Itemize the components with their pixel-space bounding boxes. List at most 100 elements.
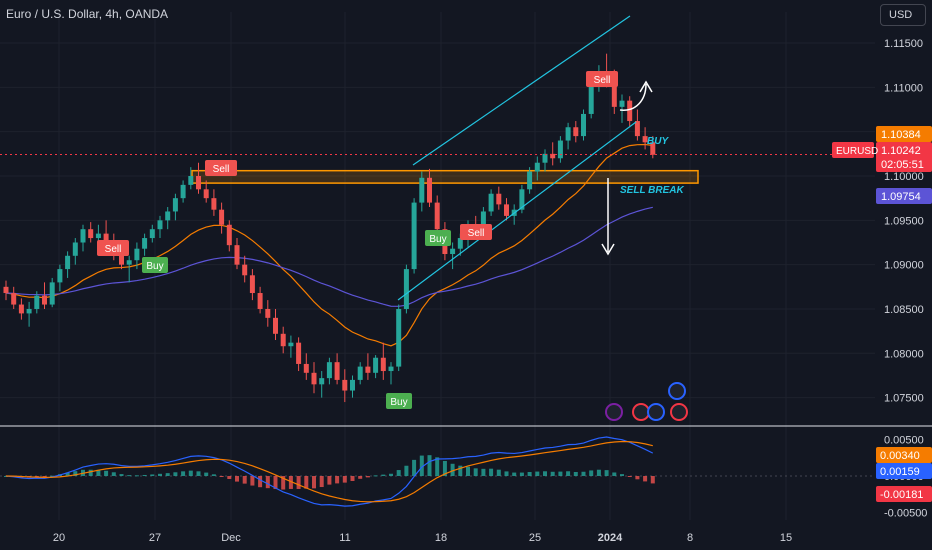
candle	[396, 308, 402, 367]
candle	[519, 189, 525, 210]
macd-value-text: 0.00340	[880, 450, 920, 462]
macd-histogram-bar	[219, 476, 224, 477]
candle	[273, 317, 278, 334]
signal-text: Sell	[468, 228, 485, 239]
macd-histogram-bar	[242, 476, 247, 484]
sell-signal-label[interactable]	[205, 160, 237, 176]
candle	[342, 379, 348, 391]
macd-histogram-bar	[50, 475, 55, 477]
macd-histogram-bar	[365, 476, 370, 478]
channel-lower-line[interactable]	[397, 121, 637, 301]
flag-us-icon[interactable]	[670, 403, 688, 421]
candle	[311, 372, 317, 385]
macd-histogram-bar	[342, 476, 347, 483]
candle	[480, 211, 486, 231]
candle	[357, 366, 363, 380]
macd-histogram-bar	[88, 469, 93, 476]
candle	[373, 357, 379, 373]
signal-text: Buy	[429, 234, 446, 245]
price-tag-value: 1.09754	[881, 191, 921, 203]
candle	[527, 171, 533, 190]
macd-histogram-bar	[235, 476, 239, 482]
macd-histogram-bar	[304, 476, 309, 489]
macd-histogram-bar	[258, 476, 263, 488]
macd-histogram-bar	[504, 471, 509, 476]
candle	[534, 162, 540, 172]
macd-histogram-bar	[319, 476, 324, 488]
candle	[34, 295, 40, 309]
macd-histogram-bar	[389, 473, 393, 476]
macd-histogram-bar	[620, 474, 624, 476]
macd-histogram-bar	[281, 476, 286, 490]
drawings: BUY SELL BREAK	[0, 15, 875, 301]
channel-upper-line[interactable]	[412, 15, 631, 166]
macd-histogram-bar	[335, 476, 340, 484]
macd-histogram-bar	[127, 475, 132, 477]
candle	[134, 248, 140, 261]
signal-line	[5, 440, 653, 503]
signal-text: Sell	[105, 244, 122, 255]
macd-histogram-bar	[227, 476, 232, 479]
candle	[619, 100, 625, 107]
event-icons[interactable]	[605, 382, 688, 421]
buy-signal-label[interactable]	[386, 393, 412, 409]
candle	[88, 229, 94, 239]
buy-signal-label[interactable]	[425, 230, 451, 246]
signal-text: Buy	[390, 397, 407, 408]
macd-histogram-bar	[196, 471, 201, 476]
time-tick: 11	[339, 532, 350, 544]
resistance-zone	[191, 169, 699, 184]
macd-histogram-bar	[481, 468, 486, 476]
candle	[588, 82, 594, 114]
macd-histogram-bar	[627, 476, 632, 477]
candle	[119, 254, 124, 265]
candle	[565, 127, 571, 141]
candle	[103, 233, 109, 243]
candle	[249, 275, 255, 294]
lightning-icon[interactable]	[605, 403, 623, 421]
candle	[642, 136, 648, 143]
macd-histogram-bar	[604, 470, 609, 476]
macd-histogram-bar	[42, 476, 47, 477]
price-tag-value: 1.10242	[881, 145, 921, 157]
time-tick: 2024	[598, 532, 623, 544]
flag-eu-icon[interactable]	[647, 403, 665, 421]
macd-histogram-bar	[596, 469, 601, 476]
price-tag	[876, 126, 932, 142]
macd-histogram-bar	[473, 468, 478, 476]
macd-histogram-bar	[273, 476, 278, 490]
candle	[242, 264, 248, 276]
candle	[11, 293, 17, 305]
candle	[427, 177, 432, 203]
macd-histogram-bar	[435, 457, 440, 476]
macd-histogram-bar	[412, 459, 417, 476]
time-tick: 8	[687, 532, 693, 544]
flag-us-icon[interactable]	[632, 403, 650, 421]
sell-signal-label[interactable]	[586, 71, 618, 87]
sell-signal-label[interactable]	[460, 224, 492, 240]
macd-pane	[0, 436, 875, 507]
time-axis[interactable]: 20 27 Dec 11 18 25 2024 8 15	[53, 532, 792, 544]
price-tick: 1.08500	[884, 304, 924, 316]
candle	[3, 286, 9, 294]
candles	[3, 53, 656, 403]
flag-eu-icon[interactable]	[668, 382, 686, 400]
sell-signal-label[interactable]	[97, 240, 129, 256]
candle	[365, 366, 371, 373]
macd-value-text: 0.00159	[880, 466, 920, 478]
buy-signal-label[interactable]	[142, 257, 168, 273]
buy-arrow[interactable]	[619, 83, 647, 111]
candle	[157, 220, 163, 230]
candle	[581, 113, 586, 137]
candle	[557, 140, 563, 159]
candle	[434, 202, 440, 230]
macd-histogram-bar	[404, 465, 409, 476]
price-axis[interactable]: 1.115001.110001.105001.100001.095001.090…	[832, 38, 932, 520]
macd-histogram-bar	[396, 470, 401, 476]
macd-histogram-bar	[573, 471, 578, 476]
buy-annotation: BUY	[647, 136, 669, 147]
currency-button[interactable]: USD	[880, 4, 926, 26]
time-tick: 25	[529, 532, 541, 544]
time-tick: 18	[435, 532, 447, 544]
